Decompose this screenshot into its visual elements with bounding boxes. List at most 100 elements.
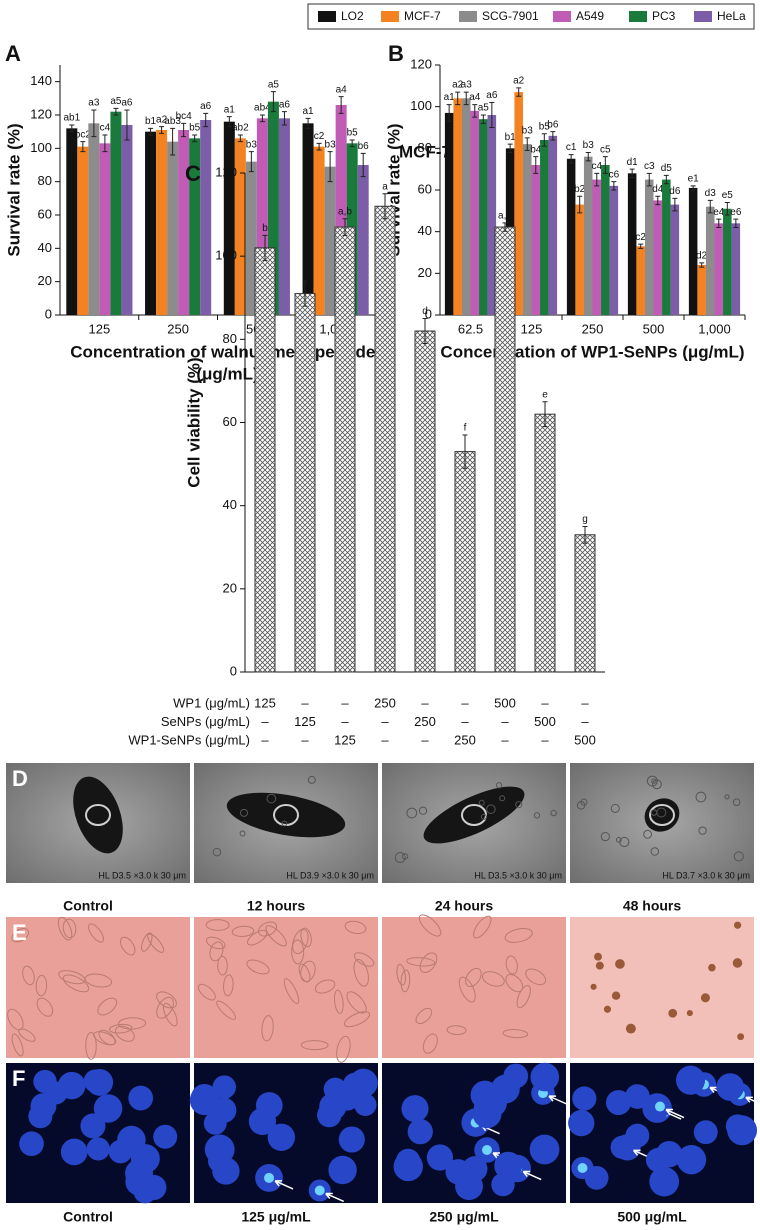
chart-title: MCF-7	[399, 142, 451, 161]
y-tick-label: 0	[230, 663, 237, 678]
significance-label: c4	[100, 123, 111, 134]
nucleus	[716, 1073, 745, 1101]
cell	[156, 996, 174, 1019]
error-bar	[472, 104, 478, 118]
bar	[723, 208, 732, 315]
debris	[650, 847, 660, 856]
bar	[223, 121, 235, 316]
cell	[465, 967, 482, 987]
arrow	[548, 1095, 568, 1105]
error-bar	[281, 111, 287, 126]
debris	[550, 809, 557, 817]
cell	[300, 960, 316, 983]
significance-label: ab2	[232, 123, 249, 134]
dead-cell	[708, 963, 716, 972]
error-bar	[638, 243, 644, 249]
significance-label: b	[262, 223, 268, 234]
x-tick-label: 500	[643, 321, 665, 336]
error-bar	[181, 122, 187, 138]
bar	[178, 130, 190, 315]
panel-label: B	[388, 41, 404, 66]
scale-text: HL D3.5 ×3.0 k 30 μm	[98, 870, 186, 880]
error-bar	[480, 114, 486, 124]
nucleus	[727, 1115, 758, 1146]
nucleus	[33, 1069, 57, 1094]
cell	[209, 941, 224, 962]
significance-label: d6	[669, 186, 681, 197]
nucleus	[568, 1109, 595, 1137]
error-bar	[80, 141, 86, 153]
bar	[334, 226, 356, 673]
error-bar	[502, 222, 508, 232]
legend-swatch	[318, 11, 336, 22]
cell	[406, 957, 436, 967]
significance-label: b3	[246, 139, 258, 150]
bar	[110, 111, 122, 316]
panel-label: F	[12, 1066, 25, 1091]
error-bar	[463, 91, 469, 106]
error-bar	[541, 133, 547, 147]
dead-cell	[590, 983, 597, 990]
nucleus	[530, 1062, 560, 1092]
cell	[156, 991, 177, 1009]
cell	[473, 915, 492, 939]
error-bar	[655, 195, 661, 206]
nucleus	[267, 1123, 296, 1151]
cell-nucleus	[649, 804, 675, 826]
significance-label: a2	[452, 80, 464, 91]
bar	[256, 118, 268, 315]
caption: 12 hours	[247, 898, 306, 914]
dead-cell	[700, 993, 710, 1003]
bar	[636, 246, 645, 315]
cell	[502, 1029, 529, 1039]
significance-label: bc4	[176, 111, 193, 122]
bar	[566, 158, 576, 315]
cell	[205, 919, 230, 931]
significance-label: f	[464, 423, 467, 434]
bar	[653, 200, 663, 315]
significance-label: d4	[652, 184, 664, 195]
legend-label: PC3	[652, 9, 676, 23]
table-cell: –	[541, 695, 549, 710]
nucleus	[407, 1119, 433, 1145]
bar	[583, 156, 593, 315]
x-tick-label: 250	[582, 321, 604, 336]
bar	[278, 118, 290, 315]
nucleus	[83, 1069, 107, 1093]
nucleus	[649, 1166, 680, 1197]
bar	[662, 179, 671, 315]
significance-label: a1	[224, 104, 236, 115]
error-bar	[446, 104, 452, 122]
y-tick-label: 80	[418, 140, 432, 155]
cell	[217, 955, 228, 976]
significance-label: d3	[705, 188, 717, 199]
cell	[58, 970, 86, 985]
significance-label: b3	[325, 139, 337, 150]
error-bar	[159, 126, 165, 134]
nucleus	[212, 1157, 240, 1185]
caption: 250 μg/mL	[429, 1209, 499, 1225]
bar	[88, 123, 100, 315]
error-bar	[102, 134, 108, 153]
debris	[650, 809, 658, 816]
cell	[344, 920, 367, 935]
error-bar	[113, 107, 119, 116]
error-bar	[550, 131, 556, 141]
caption: 500 μg/mL	[617, 1209, 687, 1225]
cell-body	[423, 786, 525, 844]
legend-label: MCF-7	[404, 9, 441, 23]
significance-label: a1	[303, 106, 315, 117]
nucleus	[676, 1145, 707, 1175]
significance-label: b4	[530, 144, 542, 155]
error-bar	[360, 152, 366, 178]
debris	[239, 830, 246, 837]
caption: 24 hours	[435, 898, 494, 914]
error-bar	[342, 218, 348, 236]
cell	[141, 932, 153, 952]
cell	[223, 974, 234, 997]
y-tick-label: 80	[38, 173, 52, 188]
y-tick-label: 100	[410, 98, 432, 113]
cell-body	[644, 798, 680, 832]
significance-label: a2	[156, 114, 168, 125]
